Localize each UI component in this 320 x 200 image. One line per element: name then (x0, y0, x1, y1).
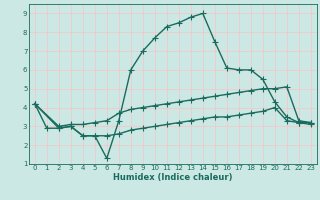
X-axis label: Humidex (Indice chaleur): Humidex (Indice chaleur) (113, 173, 233, 182)
